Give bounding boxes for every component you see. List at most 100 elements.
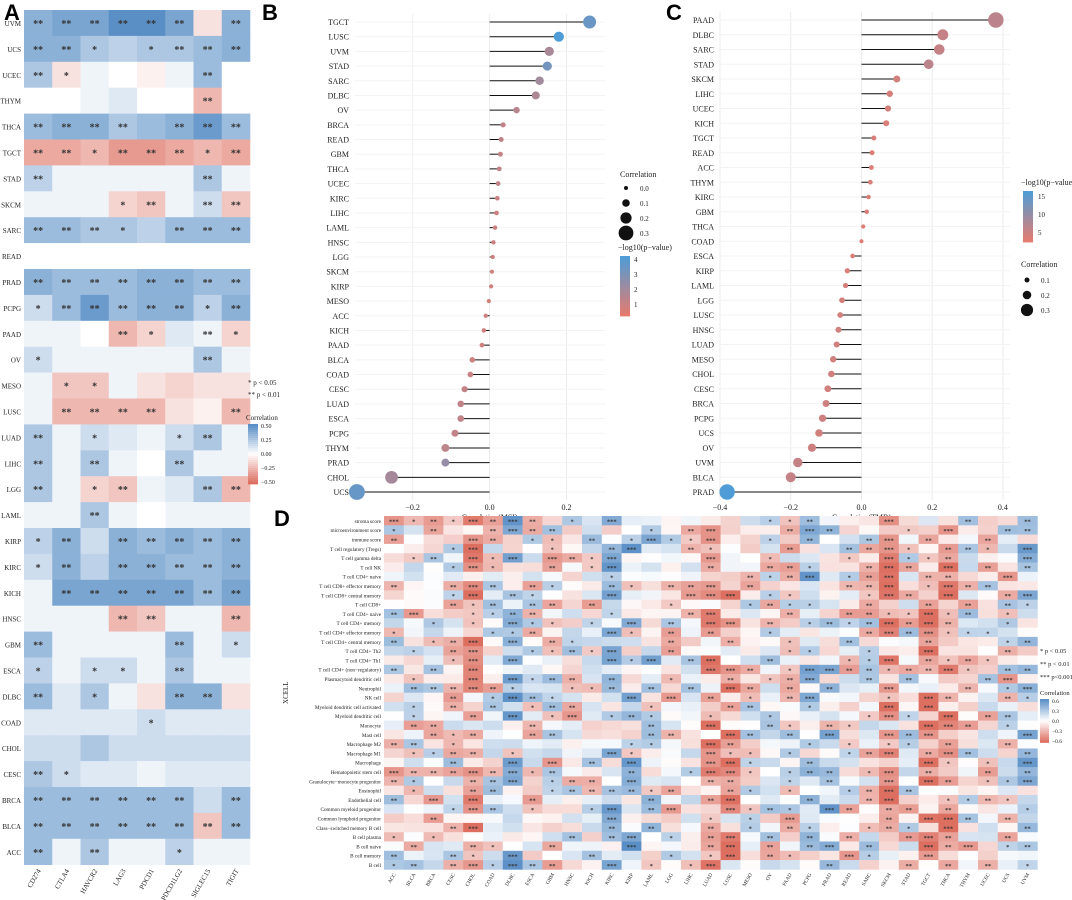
heatmap-cell — [221, 838, 251, 865]
heatmap-cell — [562, 748, 583, 759]
legend-gradient-step — [1040, 720, 1049, 723]
heatmap-cell — [137, 476, 166, 503]
significance-mark: ** — [231, 796, 241, 807]
size-legend-dot — [622, 199, 630, 207]
heatmap-cell — [859, 702, 880, 712]
heatmap-cell — [52, 424, 81, 451]
heatmap-cell — [384, 832, 405, 842]
heatmap-cell — [483, 767, 504, 777]
heatmap-cell — [859, 581, 880, 591]
significance-mark: ** — [787, 826, 794, 833]
heatmap-cell — [483, 534, 504, 545]
heatmap-cell — [463, 860, 484, 870]
heatmap-cell — [137, 320, 166, 347]
heatmap-cell — [443, 553, 464, 563]
heatmap-cell — [423, 767, 444, 777]
significance-mark: *** — [468, 826, 478, 833]
category-label: LUAD — [692, 341, 714, 350]
heatmap-cell — [384, 618, 405, 628]
heatmap-cell — [562, 804, 583, 814]
heatmap-cell — [522, 599, 543, 610]
heatmap-cell — [443, 804, 464, 814]
significance-mark: ** — [905, 733, 912, 740]
significance-mark: ** — [529, 602, 536, 609]
heatmap-cell — [502, 702, 523, 712]
heatmap-cell — [423, 618, 444, 628]
heatmap-cell — [403, 711, 424, 721]
category-label: KIRC — [330, 194, 349, 203]
significance-mark: * — [233, 641, 238, 652]
heatmap-cell — [641, 655, 662, 666]
significance-mark: * — [491, 844, 494, 851]
heatmap-cell — [193, 113, 223, 140]
color-legend-step — [1023, 226, 1033, 229]
heatmap-cell — [760, 664, 781, 675]
heatmap-cell — [483, 525, 504, 535]
heatmap-cell — [720, 562, 741, 573]
heatmap-cell — [641, 674, 662, 684]
heatmap-cell — [463, 674, 484, 684]
heatmap-cell — [780, 618, 801, 628]
heatmap-cell — [819, 618, 840, 628]
heatmap-cell — [898, 860, 919, 870]
heatmap-cell — [819, 711, 840, 721]
heatmap-cell — [819, 664, 840, 675]
significance-mark: *** — [884, 630, 894, 637]
significance-mark: ** — [430, 686, 437, 693]
significance-mark: *** — [706, 584, 716, 591]
column-label: COAD — [484, 872, 497, 888]
heatmap-cell — [80, 398, 110, 425]
heatmap-cell — [621, 609, 642, 619]
heatmap-cell — [221, 761, 251, 788]
significance-mark: ** — [806, 537, 813, 544]
significance-mark: * — [650, 863, 653, 870]
heatmap-cell — [819, 795, 840, 805]
heatmap-cell — [938, 627, 959, 638]
heatmap-cell — [582, 618, 603, 628]
heatmap-cell — [661, 748, 682, 759]
heatmap-cell — [443, 590, 464, 600]
heatmap-cell — [700, 664, 721, 675]
heatmap-cell — [502, 729, 523, 740]
heatmap-cell — [403, 543, 424, 554]
significance-mark: * — [491, 612, 494, 619]
heatmap-cell — [720, 590, 741, 600]
significance-mark: * — [808, 826, 811, 833]
significance-mark: ** — [450, 853, 457, 860]
heatmap-cell — [839, 757, 860, 768]
lollipop-dot — [866, 194, 871, 200]
heatmap-cell — [978, 822, 999, 833]
heatmap-cell — [108, 320, 138, 347]
significance-mark: ** — [767, 853, 774, 860]
significance-mark: *** — [646, 658, 656, 665]
heatmap-cell — [80, 424, 110, 451]
heatmap-cell — [193, 761, 223, 788]
column-label: CHOL — [465, 872, 477, 887]
significance-mark: ** — [118, 123, 128, 134]
significance-mark: * — [590, 686, 593, 693]
category-label: READ — [692, 149, 714, 158]
heatmap-cell — [681, 655, 702, 666]
significance-mark: ** — [490, 770, 497, 777]
heatmap-cell — [958, 525, 979, 535]
color-legend-step — [620, 262, 630, 265]
heatmap-cell — [879, 850, 900, 861]
significance-mark: *** — [805, 695, 815, 702]
significance-mark: ** — [509, 612, 516, 619]
heatmap-cell — [641, 729, 662, 740]
heatmap-cell — [193, 657, 223, 684]
lollipop-dot — [495, 181, 501, 186]
heatmap-cell — [879, 553, 900, 563]
column-label: KICH — [584, 872, 596, 886]
significance-mark: * — [177, 848, 182, 859]
heatmap-cell — [52, 269, 81, 296]
heatmap-cell — [621, 813, 642, 824]
significance-mark: * — [887, 612, 890, 619]
significance-mark: ** — [490, 537, 497, 544]
significance-mark: * — [986, 658, 989, 665]
heatmap-cell — [859, 832, 880, 842]
heatmap-cell — [423, 860, 444, 870]
significance-mark: ** — [727, 779, 734, 786]
heatmap-cell — [997, 795, 1018, 805]
significance-mark: ** — [945, 844, 952, 851]
